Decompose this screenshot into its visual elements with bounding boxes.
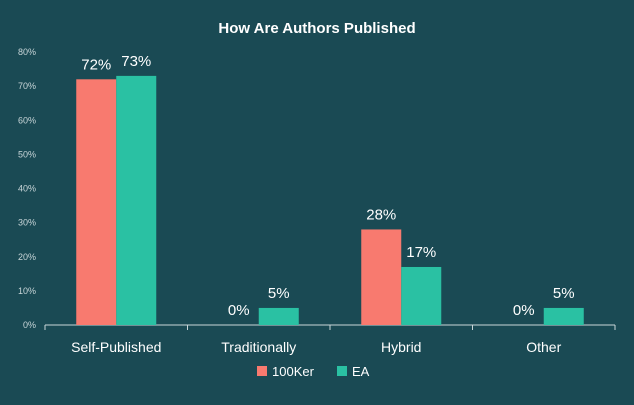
data-label: 72% (81, 56, 111, 73)
chart-title: How Are Authors Published (218, 20, 415, 37)
x-tick-label: Hybrid (381, 339, 421, 355)
x-tick-label: Traditionally (221, 339, 296, 355)
data-label: 5% (268, 285, 290, 302)
data-labels: 72% 0% 28% 0% 73% 5% 17% 5% (81, 53, 574, 319)
data-label: 73% (121, 53, 151, 70)
y-tick-label: 10% (18, 286, 36, 296)
bar (361, 229, 402, 325)
legend-label: EA (352, 364, 370, 379)
legend-label: 100Ker (272, 364, 315, 379)
data-label: 17% (406, 244, 436, 261)
data-label: 0% (513, 302, 535, 319)
bar (401, 266, 442, 325)
y-tick-label: 20% (18, 252, 36, 262)
bar (116, 75, 157, 325)
data-label: 0% (228, 302, 250, 319)
data-label: 5% (553, 285, 575, 302)
y-tick-label: 60% (18, 115, 36, 125)
bar (258, 307, 299, 325)
y-axis: 0% 10% 20% 30% 40% 50% 60% 70% 80% (18, 47, 36, 330)
y-tick-label: 0% (23, 320, 36, 330)
y-tick-label: 80% (18, 47, 36, 57)
x-tick-label: Self-Published (71, 339, 161, 355)
x-tick-label: Other (526, 339, 561, 355)
y-tick-label: 70% (18, 81, 36, 91)
y-tick-label: 50% (18, 149, 36, 159)
x-axis: Self-Published Traditionally Hybrid Other (44, 324, 616, 355)
data-label: 28% (366, 206, 396, 223)
legend: 100Ker EA (257, 364, 370, 379)
legend-swatch (257, 366, 267, 376)
y-tick-label: 30% (18, 218, 36, 228)
bars (76, 75, 584, 325)
legend-swatch (337, 366, 347, 376)
bar (76, 79, 117, 325)
bar (543, 307, 584, 325)
y-tick-label: 40% (18, 184, 36, 194)
